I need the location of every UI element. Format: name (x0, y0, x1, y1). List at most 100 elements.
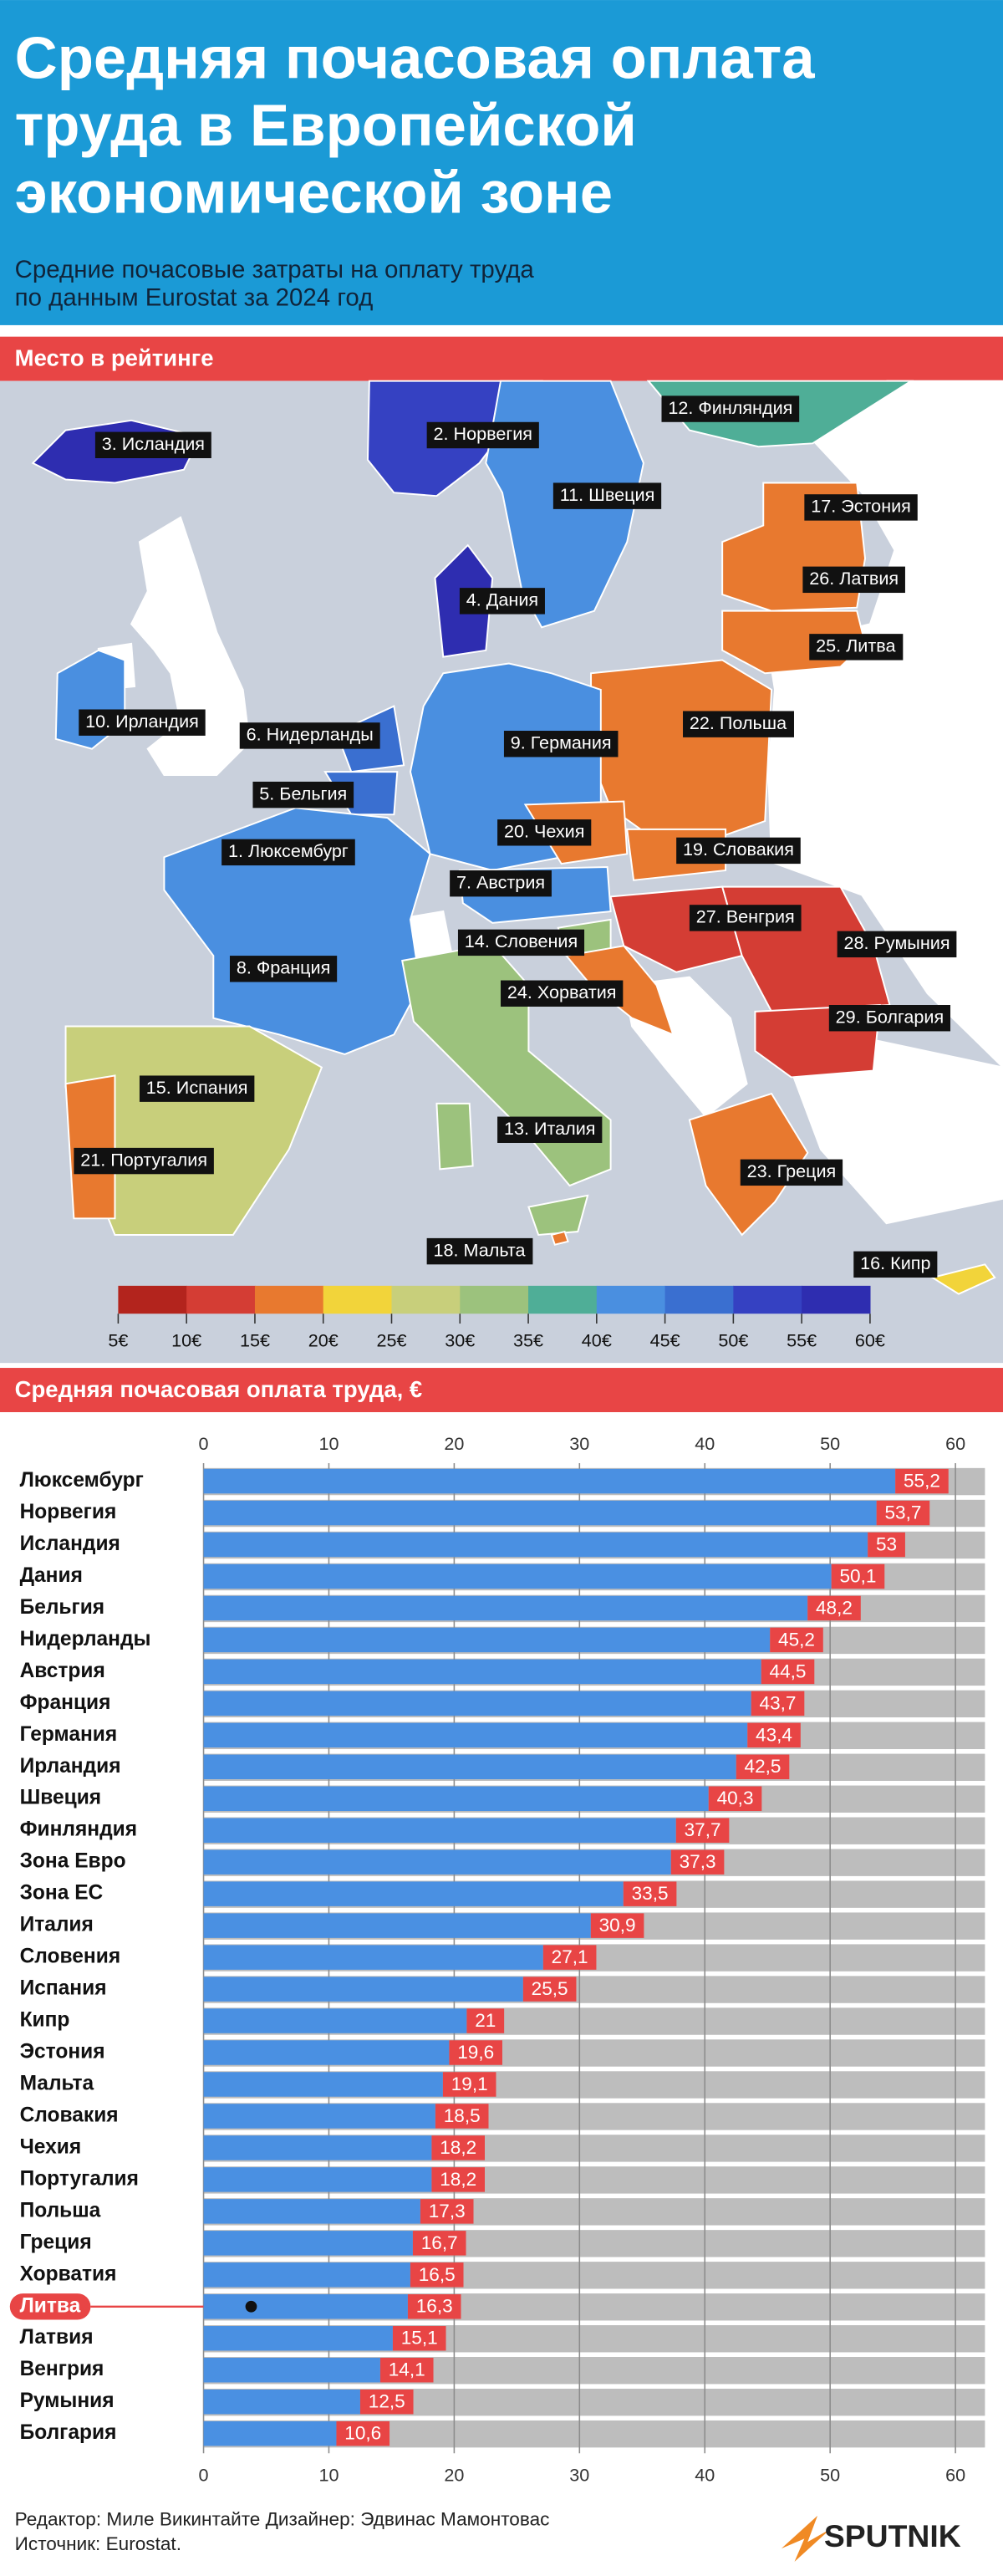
bar (203, 1691, 751, 1716)
x-tick-label: 30 (569, 1433, 589, 1454)
scale-tick-label: 20€ (308, 1329, 339, 1350)
bar (203, 2294, 408, 2319)
value-label: 27,1 (552, 1946, 588, 1967)
category-label: Чехия (20, 2135, 82, 2158)
map-label-box (740, 1159, 843, 1186)
value-label-box (708, 1786, 762, 1811)
bar (203, 2199, 420, 2224)
value-label-box (868, 1532, 905, 1558)
country-malta (550, 1230, 569, 1246)
header-band (0, 0, 1003, 325)
bar-chart: 0 0 10 10 20 20 30 30 40 40 50 50 60 60 Люксембург 55,2… (9, 1433, 985, 2485)
color-scale: 5€ 10€ 15€ 20€ 25€ 30€ 35€ 40€ 45€ 50€ 55€ 60€ (108, 1285, 885, 1350)
bar (203, 1595, 808, 1621)
map-label: 6. Нидерланды (247, 724, 374, 745)
category-label: Дания (20, 1564, 83, 1587)
map-label: 26. Латвия (809, 568, 899, 589)
x-tick-label: 30 (569, 2464, 589, 2485)
country-sardinia (435, 1102, 474, 1171)
value-label: 42,5 (745, 1756, 782, 1777)
bar (203, 1468, 896, 1494)
map-label: 11. Швеция (560, 484, 655, 505)
x-tick-label: 40 (695, 1433, 715, 1454)
map-label: 18. Мальта (433, 1239, 526, 1260)
category-label: Румыния (20, 2390, 115, 2412)
map-label: 4. Дания (466, 589, 538, 610)
map-label-box (426, 1237, 533, 1265)
map-label-box (459, 588, 545, 615)
map-label-box (689, 905, 802, 931)
value-label-box (736, 1754, 790, 1780)
category-label: Швеция (20, 1787, 102, 1809)
map-label: 8. Франция (237, 957, 331, 978)
map-label: 24. Хорватия (507, 982, 617, 1002)
map-label: 14. Словения (465, 931, 578, 951)
bar (203, 1818, 676, 1843)
category-label: Греция (20, 2231, 92, 2253)
bar (203, 1786, 709, 1811)
logo-text: SPUTNIK (824, 2518, 961, 2553)
value-label: 16,5 (419, 2264, 456, 2285)
value-label: 48,2 (816, 1597, 853, 1618)
map-label-box (94, 431, 211, 458)
chart-title: Средняя почасовая оплата труда, € (15, 1376, 423, 1402)
value-label: 50,1 (839, 1565, 876, 1586)
value-label-box (747, 1722, 801, 1748)
category-label: Франция (20, 1691, 111, 1714)
map-label-box (804, 494, 918, 521)
map-label: 9. Германия (511, 732, 612, 752)
value-label-box (410, 2262, 464, 2288)
map-label: 13. Италия (504, 1118, 596, 1139)
map-label-box (661, 395, 800, 422)
category-label: Кипр (20, 2009, 70, 2032)
value-label: 21 (475, 2010, 496, 2031)
map-label: 7. Австрия (456, 871, 545, 892)
map-label-box (497, 1116, 603, 1143)
scale-tick-label: 25€ (376, 1329, 406, 1350)
category-label: Хорватия (20, 2262, 117, 2285)
map-label-box (837, 931, 957, 958)
value-label-box (675, 1818, 730, 1843)
country-france (163, 807, 431, 1055)
bar (203, 1563, 832, 1589)
subtitle-line: по данным Eurostat за 2024 год (15, 283, 374, 311)
category-label: Венгрия (20, 2358, 104, 2380)
bar (203, 1627, 771, 1653)
scale-swatch (596, 1285, 666, 1314)
bar (203, 2357, 380, 2383)
category-label: Латвия (20, 2326, 94, 2349)
bar (203, 2231, 413, 2256)
category-label-highlight: Литва (20, 2294, 81, 2317)
scale-swatch (254, 1285, 324, 1314)
value-label: 10,6 (344, 2423, 381, 2444)
value-label: 45,2 (778, 1629, 815, 1650)
map-label-box (853, 1251, 938, 1278)
bar (203, 2167, 432, 2192)
x-tick-label: 20 (444, 1433, 464, 1454)
value-label: 53,7 (884, 1502, 921, 1523)
category-label: Испания (20, 1977, 107, 2000)
bar (203, 2072, 443, 2097)
bar (203, 1849, 671, 1875)
map-label-box (239, 722, 380, 749)
bar (203, 1977, 523, 2002)
value-label: 33,5 (632, 1883, 669, 1904)
category-label: Словения (20, 1946, 121, 1968)
bar (203, 2135, 432, 2160)
scale-swatch (460, 1285, 529, 1314)
value-label: 37,7 (685, 1819, 721, 1840)
map-label-box (457, 929, 585, 956)
bar (203, 1659, 761, 1685)
category-label: Португалия (20, 2167, 139, 2190)
value-label: 18,2 (440, 2137, 476, 2158)
value-label-box (392, 2326, 446, 2351)
value-label-box (590, 1913, 644, 1938)
bar (203, 2262, 410, 2288)
value-label-box (542, 1945, 597, 1970)
map-label: 12. Финляндия (668, 397, 792, 418)
x-tick-label: 0 (199, 1433, 209, 1454)
value-label: 40,3 (717, 1788, 754, 1808)
category-label: Мальта (20, 2072, 94, 2094)
bar (203, 1945, 543, 1970)
